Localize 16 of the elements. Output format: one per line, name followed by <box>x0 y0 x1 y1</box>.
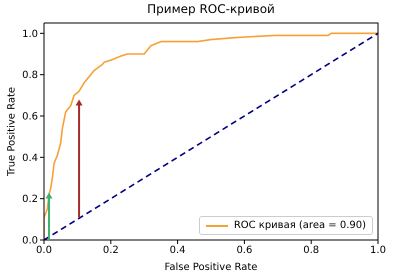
y-tick-label: 0.2 <box>22 194 38 206</box>
x-tick-label: 0.4 <box>170 245 186 256</box>
y-axis-title: True Positive Rate <box>6 86 18 178</box>
y-tick-label: 0.0 <box>22 236 38 247</box>
x-tick-label: 0.2 <box>102 245 119 256</box>
x-tick-label: 0.6 <box>236 245 252 256</box>
x-tick-label: 0.8 <box>303 245 320 256</box>
y-tick-label: 0.4 <box>22 152 38 164</box>
y-tick-label: 1.0 <box>22 28 38 40</box>
y-tick-label: 0.8 <box>22 70 38 82</box>
x-tick-label: 0.0 <box>36 245 52 256</box>
x-tick-label: 1.0 <box>370 245 386 256</box>
legend-label: ROC кривая (area = 0.90) <box>234 220 366 231</box>
chart-title: Пример ROC-кривой <box>146 2 276 16</box>
y-tick-label: 0.6 <box>22 112 38 123</box>
x-axis-title: False Positive Rate <box>164 262 258 273</box>
